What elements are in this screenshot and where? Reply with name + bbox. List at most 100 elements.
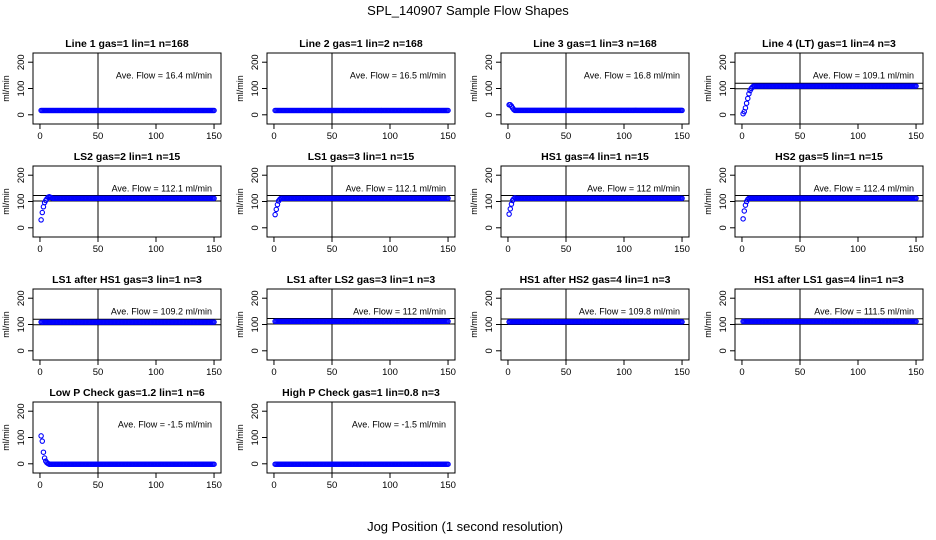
data-point [913,318,919,325]
data-point [913,195,919,201]
panel-11: HS1 after HS2 gas=4 lin=1 n=3 0 100 200 ml/m… [469,274,690,378]
panel-title: HS2 gas=5 lin=1 n=15 [775,151,883,163]
panel-6: LS1 gas=3 lin=1 n=15 0 100 200 ml/min 0 50 100 1… [235,151,456,255]
x-tick-label: 150 [440,131,456,142]
x-tick-label: 0 [271,131,276,142]
y-axis-label: ml/min [703,311,713,338]
y-tick-label: 200 [250,167,261,183]
panel-8: HS2 gas=5 lin=1 n=15 0 100 200 ml/min 0 50 100 1… [703,151,924,255]
y-tick-label: 100 [16,81,27,97]
y-tick-label: 100 [250,430,261,446]
x-tick-label: 150 [674,244,690,255]
y-tick-label: 100 [250,81,261,97]
y-tick-label: 0 [16,348,27,353]
y-axis-label: ml/min [469,188,479,215]
y-tick-label: 0 [250,225,261,230]
x-tick-label: 100 [616,367,632,378]
y-axis-label: ml/min [235,424,245,451]
data-point [445,318,451,325]
x-tick-label: 0 [271,244,276,255]
y-tick-label: 200 [484,167,495,183]
y-tick-label: 200 [250,54,261,70]
y-axis-label: ml/min [235,188,245,215]
x-tick-label: 150 [440,244,456,255]
x-tick-label: 0 [505,244,510,255]
x-tick-label: 100 [382,244,398,255]
y-tick-label: 100 [484,194,495,210]
data-series [272,461,451,467]
x-tick-label: 150 [206,367,222,378]
average-flow-annotation: Ave. Flow = 109.8 ml/min [579,306,680,316]
x-tick-label: 100 [850,244,866,255]
average-flow-annotation: Ave. Flow = 16.8 ml/min [584,70,680,80]
data-series [506,102,685,114]
panel-title: Line 3 gas=1 lin=3 n=168 [533,38,657,50]
x-tick-label: 0 [505,367,510,378]
y-tick-label: 0 [484,112,495,117]
x-tick-label: 0 [739,367,744,378]
y-tick-label: 0 [16,461,27,466]
y-tick-label: 200 [16,54,27,70]
data-point [679,195,685,202]
data-series [38,107,217,114]
x-tick-label: 100 [616,244,632,255]
y-tick-label: 0 [484,348,495,353]
y-tick-label: 100 [718,81,729,97]
x-tick-label: 150 [440,367,456,378]
data-point [743,100,750,106]
y-tick-label: 200 [250,403,261,419]
x-tick-label: 100 [148,131,164,142]
x-tick-label: 100 [850,131,866,142]
y-tick-label: 200 [718,290,729,306]
average-flow-annotation: Ave. Flow = 112.1 ml/min [112,183,212,193]
data-point [506,211,512,217]
data-series [272,318,451,325]
x-tick-label: 50 [93,131,104,142]
data-point [507,206,514,212]
panel-title: High P Check gas=1 lin=0.8 n=3 [282,387,440,399]
x-tick-label: 50 [327,367,338,378]
x-tick-label: 0 [739,244,744,255]
data-series [740,318,919,325]
average-flow-annotation: Ave. Flow = 111.5 ml/min [814,306,914,316]
x-tick-label: 0 [37,367,42,378]
average-flow-annotation: Ave. Flow = -1.5 ml/min [352,419,446,429]
average-flow-annotation: Ave. Flow = 109.1 ml/min [813,70,914,80]
data-point [39,438,46,444]
data-point [741,208,748,214]
data-point [41,455,48,461]
x-tick-label: 50 [327,480,338,491]
panel-title: LS1 after HS1 gas=3 lin=1 n=3 [52,274,202,286]
y-tick-label: 200 [718,167,729,183]
x-tick-label: 0 [505,131,510,142]
data-point [745,95,751,102]
x-tick-label: 100 [148,367,164,378]
x-tick-label: 50 [561,367,572,378]
x-tick-label: 50 [327,131,338,142]
figure-title: SPL_140907 Sample Flow Shapes [367,3,569,18]
y-tick-label: 0 [250,112,261,117]
plot-frame [266,288,456,361]
data-point [38,433,44,439]
figure-x-axis-label: Jog Position (1 second resolution) [367,519,563,534]
x-tick-label: 0 [37,480,42,491]
x-tick-label: 0 [37,131,42,142]
data-series [272,195,451,218]
x-tick-label: 0 [739,131,744,142]
y-axis-label: ml/min [703,188,713,215]
x-tick-label: 100 [148,244,164,255]
y-axis-label: ml/min [469,311,479,338]
y-tick-label: 0 [250,461,261,466]
y-axis-label: ml/min [1,311,11,338]
y-tick-label: 100 [718,317,729,333]
average-flow-annotation: Ave. Flow = 16.4 ml/min [116,70,212,80]
y-tick-label: 100 [484,317,495,333]
data-point [211,319,217,325]
y-axis-label: ml/min [235,75,245,102]
y-tick-label: 0 [16,112,27,117]
average-flow-annotation: Ave. Flow = 112.1 ml/min [346,183,446,193]
data-point [211,107,217,114]
panel-title: HS1 after HS2 gas=4 lin=1 n=3 [520,274,671,286]
x-tick-label: 150 [908,367,924,378]
panel-title: Line 2 gas=1 lin=2 n=168 [299,38,423,50]
